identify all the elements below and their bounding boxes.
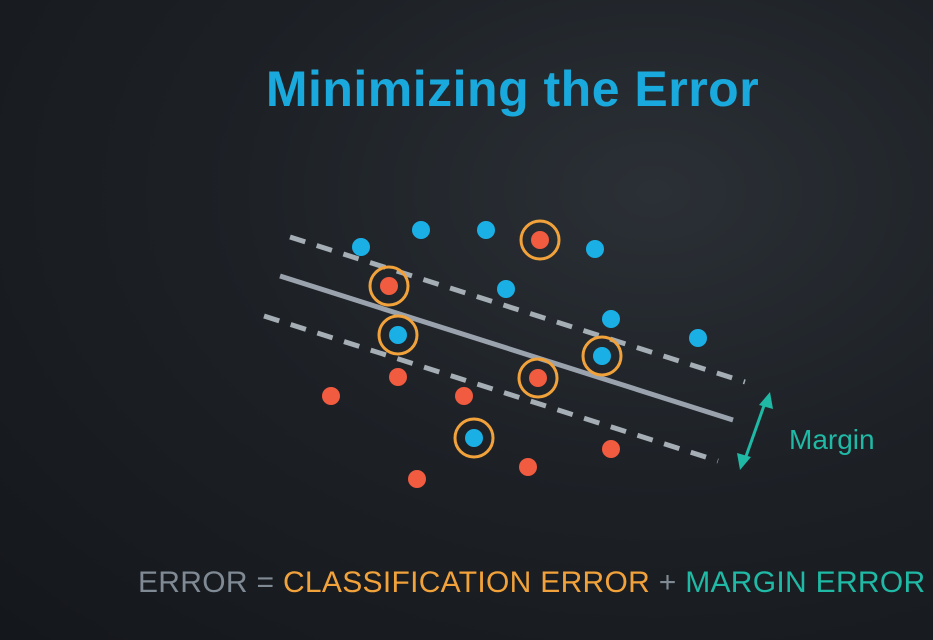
error-highlight-ring [368, 265, 410, 307]
blue-point [593, 347, 611, 365]
red-point [602, 440, 620, 458]
blue-point [477, 221, 495, 239]
blue-point [689, 329, 707, 347]
equation-plus-sign: + [650, 566, 686, 599]
upper-margin-line [289, 234, 746, 385]
equation-margin-error-term: MARGIN ERROR [685, 566, 926, 599]
error-highlight-ring [581, 335, 623, 377]
blue-point [352, 238, 370, 256]
red-point [408, 470, 426, 488]
blue-point [389, 326, 407, 344]
blue-point [497, 280, 515, 298]
error-highlight-ring [519, 219, 561, 261]
error-highlight-ring [377, 314, 419, 356]
blue-point [465, 429, 483, 447]
blue-point [586, 240, 604, 258]
red-point [455, 387, 473, 405]
decision-boundary-line [279, 273, 734, 423]
blue-point [602, 310, 620, 328]
red-point [529, 369, 547, 387]
margin-label: Margin [789, 424, 875, 455]
red-point [531, 231, 549, 249]
error-highlight-ring [517, 357, 559, 399]
margin-arrow-icon [737, 392, 773, 470]
red-point [322, 387, 340, 405]
equation-classification-error-term: CLASSIFICATION ERROR [282, 566, 651, 599]
red-point [380, 277, 398, 295]
error-highlight-ring [453, 417, 495, 459]
red-point [519, 458, 537, 476]
blue-point [412, 221, 430, 239]
equation-equals-sign: = [247, 566, 283, 599]
error-equation: ERROR = CLASSIFICATION ERROR + MARGIN ER… [138, 566, 925, 600]
lower-margin-line [263, 313, 719, 464]
red-point [389, 368, 407, 386]
slide-title: Minimizing the Error [265, 61, 760, 117]
equation-error-term: ERROR [138, 566, 248, 599]
